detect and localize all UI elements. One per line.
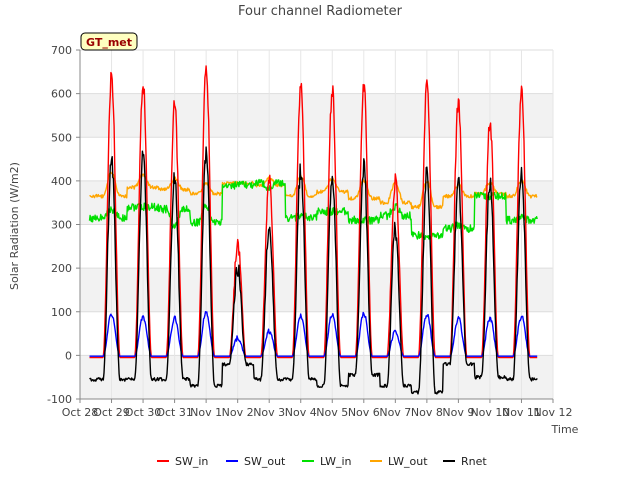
x-tick-label: Nov 8 xyxy=(411,406,443,419)
legend-item-lw-in: LW_in xyxy=(302,455,352,468)
site-label-box: GT_met xyxy=(80,32,138,51)
plot-band xyxy=(80,93,553,138)
legend-item-sw-in: SW_in xyxy=(157,455,208,468)
y-tick-label: 100 xyxy=(51,306,72,319)
legend-label: LW_out xyxy=(388,455,428,468)
plot-band xyxy=(80,50,553,94)
y-tick-label: 500 xyxy=(51,131,72,144)
x-tick-label: Nov 10 xyxy=(470,406,509,419)
x-tick-label: Nov 11 xyxy=(502,406,541,419)
x-axis-title: Time xyxy=(551,423,579,436)
legend-item-rnet: Rnet xyxy=(443,455,487,468)
x-tick-label: Nov 5 xyxy=(316,406,348,419)
series-line-rnet xyxy=(89,146,538,395)
legend: SW_in SW_out LW_in LW_out Rnet xyxy=(157,455,487,468)
y-axis-title: Solar Radiation (W/m2) xyxy=(8,162,21,290)
series-line-sw-out xyxy=(89,311,538,357)
legend-item-lw-out: LW_out xyxy=(370,455,428,468)
x-tick-label: Oct 29 xyxy=(93,406,130,419)
series-layer xyxy=(88,65,538,395)
legend-label: LW_in xyxy=(320,455,352,468)
legend-label: SW_in xyxy=(175,455,208,468)
x-tick-label: Nov 4 xyxy=(285,406,317,419)
y-tick-label: 600 xyxy=(51,88,72,101)
y-tick-label: 200 xyxy=(51,262,72,275)
y-tick-label: 400 xyxy=(51,175,72,188)
x-tick-label: Oct 30 xyxy=(125,406,162,419)
x-tick-label: Nov 12 xyxy=(534,406,573,419)
plot-band xyxy=(80,224,553,269)
x-tick-label: Nov 3 xyxy=(253,406,285,419)
y-tick-label: -100 xyxy=(47,393,72,406)
x-tick-label: Oct 31 xyxy=(156,406,193,419)
y-tick-label: 0 xyxy=(65,349,72,362)
plot-band xyxy=(80,268,553,312)
site-label: GT_met xyxy=(86,36,132,49)
x-tick-label: Oct 28 xyxy=(62,406,99,419)
plot-band xyxy=(80,311,553,356)
legend-label: Rnet xyxy=(461,455,487,468)
legend-item-sw-out: SW_out xyxy=(226,455,286,468)
series-line-sw-in xyxy=(89,65,538,359)
plot-band xyxy=(80,137,553,181)
grid-lines xyxy=(79,49,554,400)
y-tick-label: 700 xyxy=(51,44,72,57)
x-tick-label: Nov 6 xyxy=(348,406,380,419)
x-tick-label: Nov 7 xyxy=(379,406,411,419)
site-label-frame xyxy=(80,32,138,51)
chart-title: Four channel Radiometer xyxy=(238,4,403,19)
x-tick-label: Nov 1 xyxy=(190,406,222,419)
x-tick-label: Nov 2 xyxy=(222,406,254,419)
x-tick-label: Nov 9 xyxy=(442,406,474,419)
legend-label: SW_out xyxy=(244,455,286,468)
y-tick-label: 300 xyxy=(51,219,72,232)
